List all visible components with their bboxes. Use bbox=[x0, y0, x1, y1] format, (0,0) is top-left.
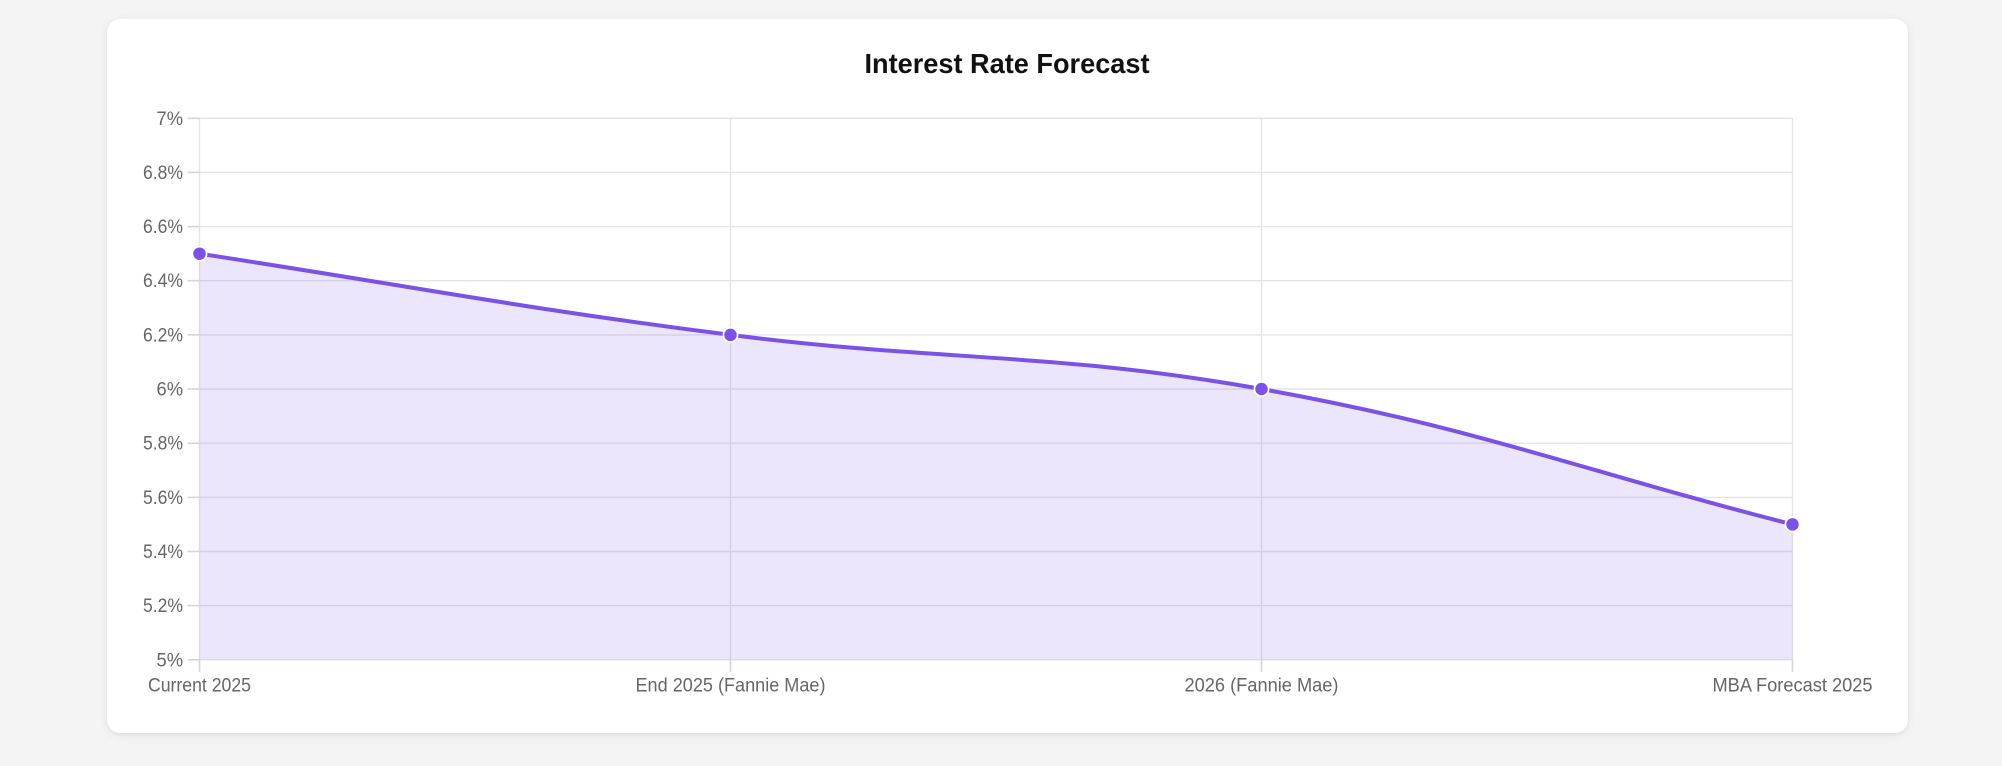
svg-text:MBA Forecast 2025: MBA Forecast 2025 bbox=[1713, 676, 1873, 697]
svg-text:5.8%: 5.8% bbox=[143, 434, 183, 455]
svg-text:6.2%: 6.2% bbox=[143, 325, 183, 346]
svg-text:Interest Rate Forecast: Interest Rate Forecast bbox=[865, 48, 1150, 79]
svg-text:5.6%: 5.6% bbox=[143, 488, 183, 509]
svg-text:2026 (Fannie Mae): 2026 (Fannie Mae) bbox=[1185, 676, 1339, 697]
svg-text:Current 2025: Current 2025 bbox=[148, 676, 251, 697]
svg-text:5%: 5% bbox=[157, 650, 184, 671]
svg-text:6%: 6% bbox=[157, 380, 184, 401]
svg-text:7%: 7% bbox=[157, 109, 184, 130]
svg-text:6.4%: 6.4% bbox=[143, 271, 183, 292]
svg-text:End 2025 (Fannie Mae): End 2025 (Fannie Mae) bbox=[636, 676, 826, 697]
svg-text:5.2%: 5.2% bbox=[143, 596, 183, 617]
svg-text:6.6%: 6.6% bbox=[143, 217, 183, 238]
svg-text:5.4%: 5.4% bbox=[143, 542, 183, 563]
svg-text:6.8%: 6.8% bbox=[143, 163, 183, 184]
